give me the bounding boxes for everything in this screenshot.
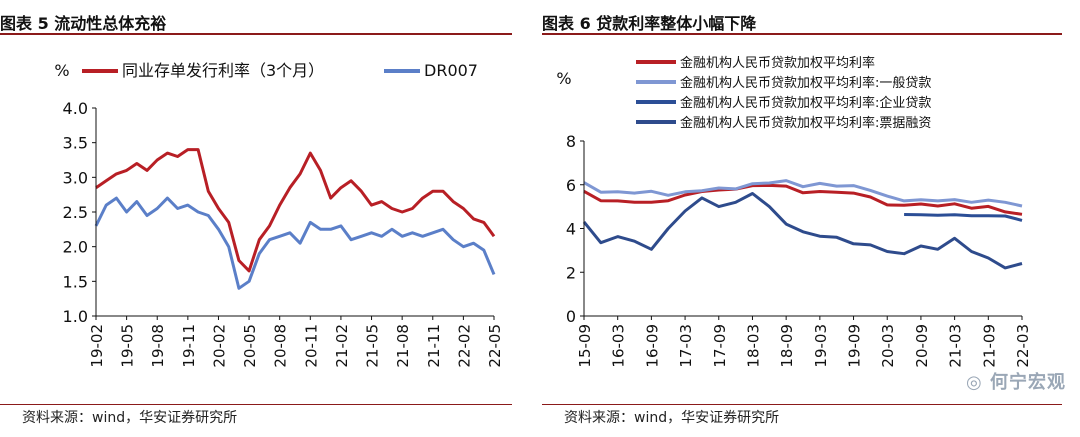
y-tick-label: 3.5 — [63, 134, 88, 153]
figure-5-bottom-rule — [0, 404, 512, 405]
x-tick-label: 19-11 — [180, 324, 198, 368]
figure-6-axes: 8 6 4 2 015-09 16-03 16-09 17-03 17-09 18-03 18-09… — [556, 69, 1032, 368]
wechat-icon: ◎ — [966, 372, 983, 393]
figure-6-panel: 图表 6 贷款利率整体小幅下降 8 6 4 2 0 15-09 16-03 16-09 17-0… — [542, 0, 1080, 437]
x-tick-label: 19-08 — [149, 324, 167, 368]
y-tick-label: 1.5 — [63, 272, 88, 291]
series-line-1 — [583, 183, 1023, 216]
figure-6-source: 资料来源：wind，华安证券研究所 — [564, 410, 780, 426]
figure-6-plot-area — [582, 179, 1023, 270]
x-tick-label: 19-03 — [812, 324, 830, 368]
x-tick-label: 18-03 — [744, 324, 762, 368]
y-tick-label: 1.0 — [63, 307, 88, 326]
figure-5-panel: 图表 5 流动性总体充裕 4.0 3.5 3.0 2.5 2.0 1.5 1.0 19-02 1… — [0, 0, 530, 437]
legend-label-2: DR007 — [424, 61, 478, 80]
figure-6-top-rule — [542, 33, 1062, 35]
y-tick-label: 2.0 — [63, 238, 88, 257]
figure-5-legend: 同业存单发行利率（3个月） DR007 — [82, 61, 478, 80]
x-tick-label: 16-03 — [610, 324, 628, 368]
series-line-4 — [582, 192, 1023, 270]
legend-label-3: 金融机构人民币贷款加权平均利率:企业贷款 — [680, 95, 931, 111]
series-line-1 — [95, 148, 496, 273]
figure-5-plot-area — [94, 148, 496, 290]
figure-5-title: 图表 5 流动性总体充裕 — [0, 14, 167, 33]
figure-6-legend: 金融机构人民币贷款加权平均利率金融机构人民币贷款加权平均利率:一般贷款金融机构人… — [636, 55, 931, 131]
x-tick-label: 20-08 — [272, 324, 290, 368]
y-tick-label: 2 — [566, 263, 576, 282]
legend-label-4: 金融机构人民币贷款加权平均利率:票据融资 — [680, 115, 931, 131]
series-line-2 — [94, 196, 496, 290]
x-tick-label: 17-03 — [677, 324, 695, 368]
x-tick-label: 21-08 — [394, 324, 412, 368]
x-tick-label: 19-02 — [88, 324, 106, 368]
watermark-text: 何宁宏观 — [990, 372, 1066, 393]
series-line-3 — [904, 213, 1023, 222]
x-tick-label: 20-05 — [241, 324, 259, 368]
x-tick-label: 21-03 — [947, 324, 965, 368]
legend-label-1: 同业存单发行利率（3个月） — [122, 61, 324, 80]
x-tick-label: 21-09 — [980, 324, 998, 368]
y-unit-label: % — [54, 61, 69, 80]
y-tick-label: 8 — [566, 132, 576, 151]
figure-6-bottom-rule — [542, 404, 1062, 405]
x-tick-label: 18-09 — [778, 324, 796, 368]
y-unit-label: % — [556, 69, 571, 88]
y-tick-label: 6 — [566, 176, 576, 195]
legend-label-1: 金融机构人民币贷款加权平均利率 — [680, 55, 875, 71]
x-tick-label: 16-09 — [643, 324, 661, 368]
figure-5-source: 资料来源：wind，华安证券研究所 — [22, 410, 238, 426]
y-tick-label: 4.0 — [63, 99, 88, 118]
legend-label-2: 金融机构人民币贷款加权平均利率:一般贷款 — [680, 75, 931, 91]
figure-5-axes: 4.0 3.5 3.0 2.5 2.0 1.5 1.019-02 19-05 19-08 19-1… — [54, 61, 504, 368]
watermark: ◎ 何宁宏观 — [966, 368, 1066, 394]
x-tick-label: 20-03 — [879, 324, 897, 368]
x-tick-label: 21-11 — [425, 324, 443, 368]
series-line-2 — [583, 179, 1023, 208]
y-tick-label: 2.5 — [63, 203, 88, 222]
y-tick-label: 0 — [566, 307, 576, 326]
figure-5-chart: 4.0 3.5 3.0 2.5 2.0 1.5 1.019-02 19-05 19-08 19-1… — [54, 61, 504, 368]
x-tick-label: 19-05 — [119, 324, 137, 368]
x-tick-label: 20-02 — [210, 324, 228, 368]
figure-6-title: 图表 6 贷款利率整体小幅下降 — [542, 14, 757, 33]
x-tick-label: 22-02 — [455, 324, 473, 368]
x-tick-label: 17-09 — [711, 324, 729, 368]
x-tick-label: 22-05 — [486, 324, 504, 368]
x-tick-label: 21-02 — [333, 324, 351, 368]
y-tick-label: 4 — [566, 220, 576, 239]
figure-6-chart: 8 6 4 2 015-09 16-03 16-09 17-03 17-09 18-03 18-09… — [556, 55, 1032, 368]
figure-5-top-rule — [0, 33, 512, 35]
x-tick-label: 19-09 — [846, 324, 864, 368]
x-tick-label: 20-11 — [302, 324, 320, 368]
x-tick-label: 22-03 — [1014, 324, 1032, 368]
x-tick-label: 15-09 — [576, 324, 594, 368]
x-tick-label: 20-09 — [913, 324, 931, 368]
x-tick-label: 21-05 — [364, 324, 382, 368]
y-tick-label: 3.0 — [63, 168, 88, 187]
